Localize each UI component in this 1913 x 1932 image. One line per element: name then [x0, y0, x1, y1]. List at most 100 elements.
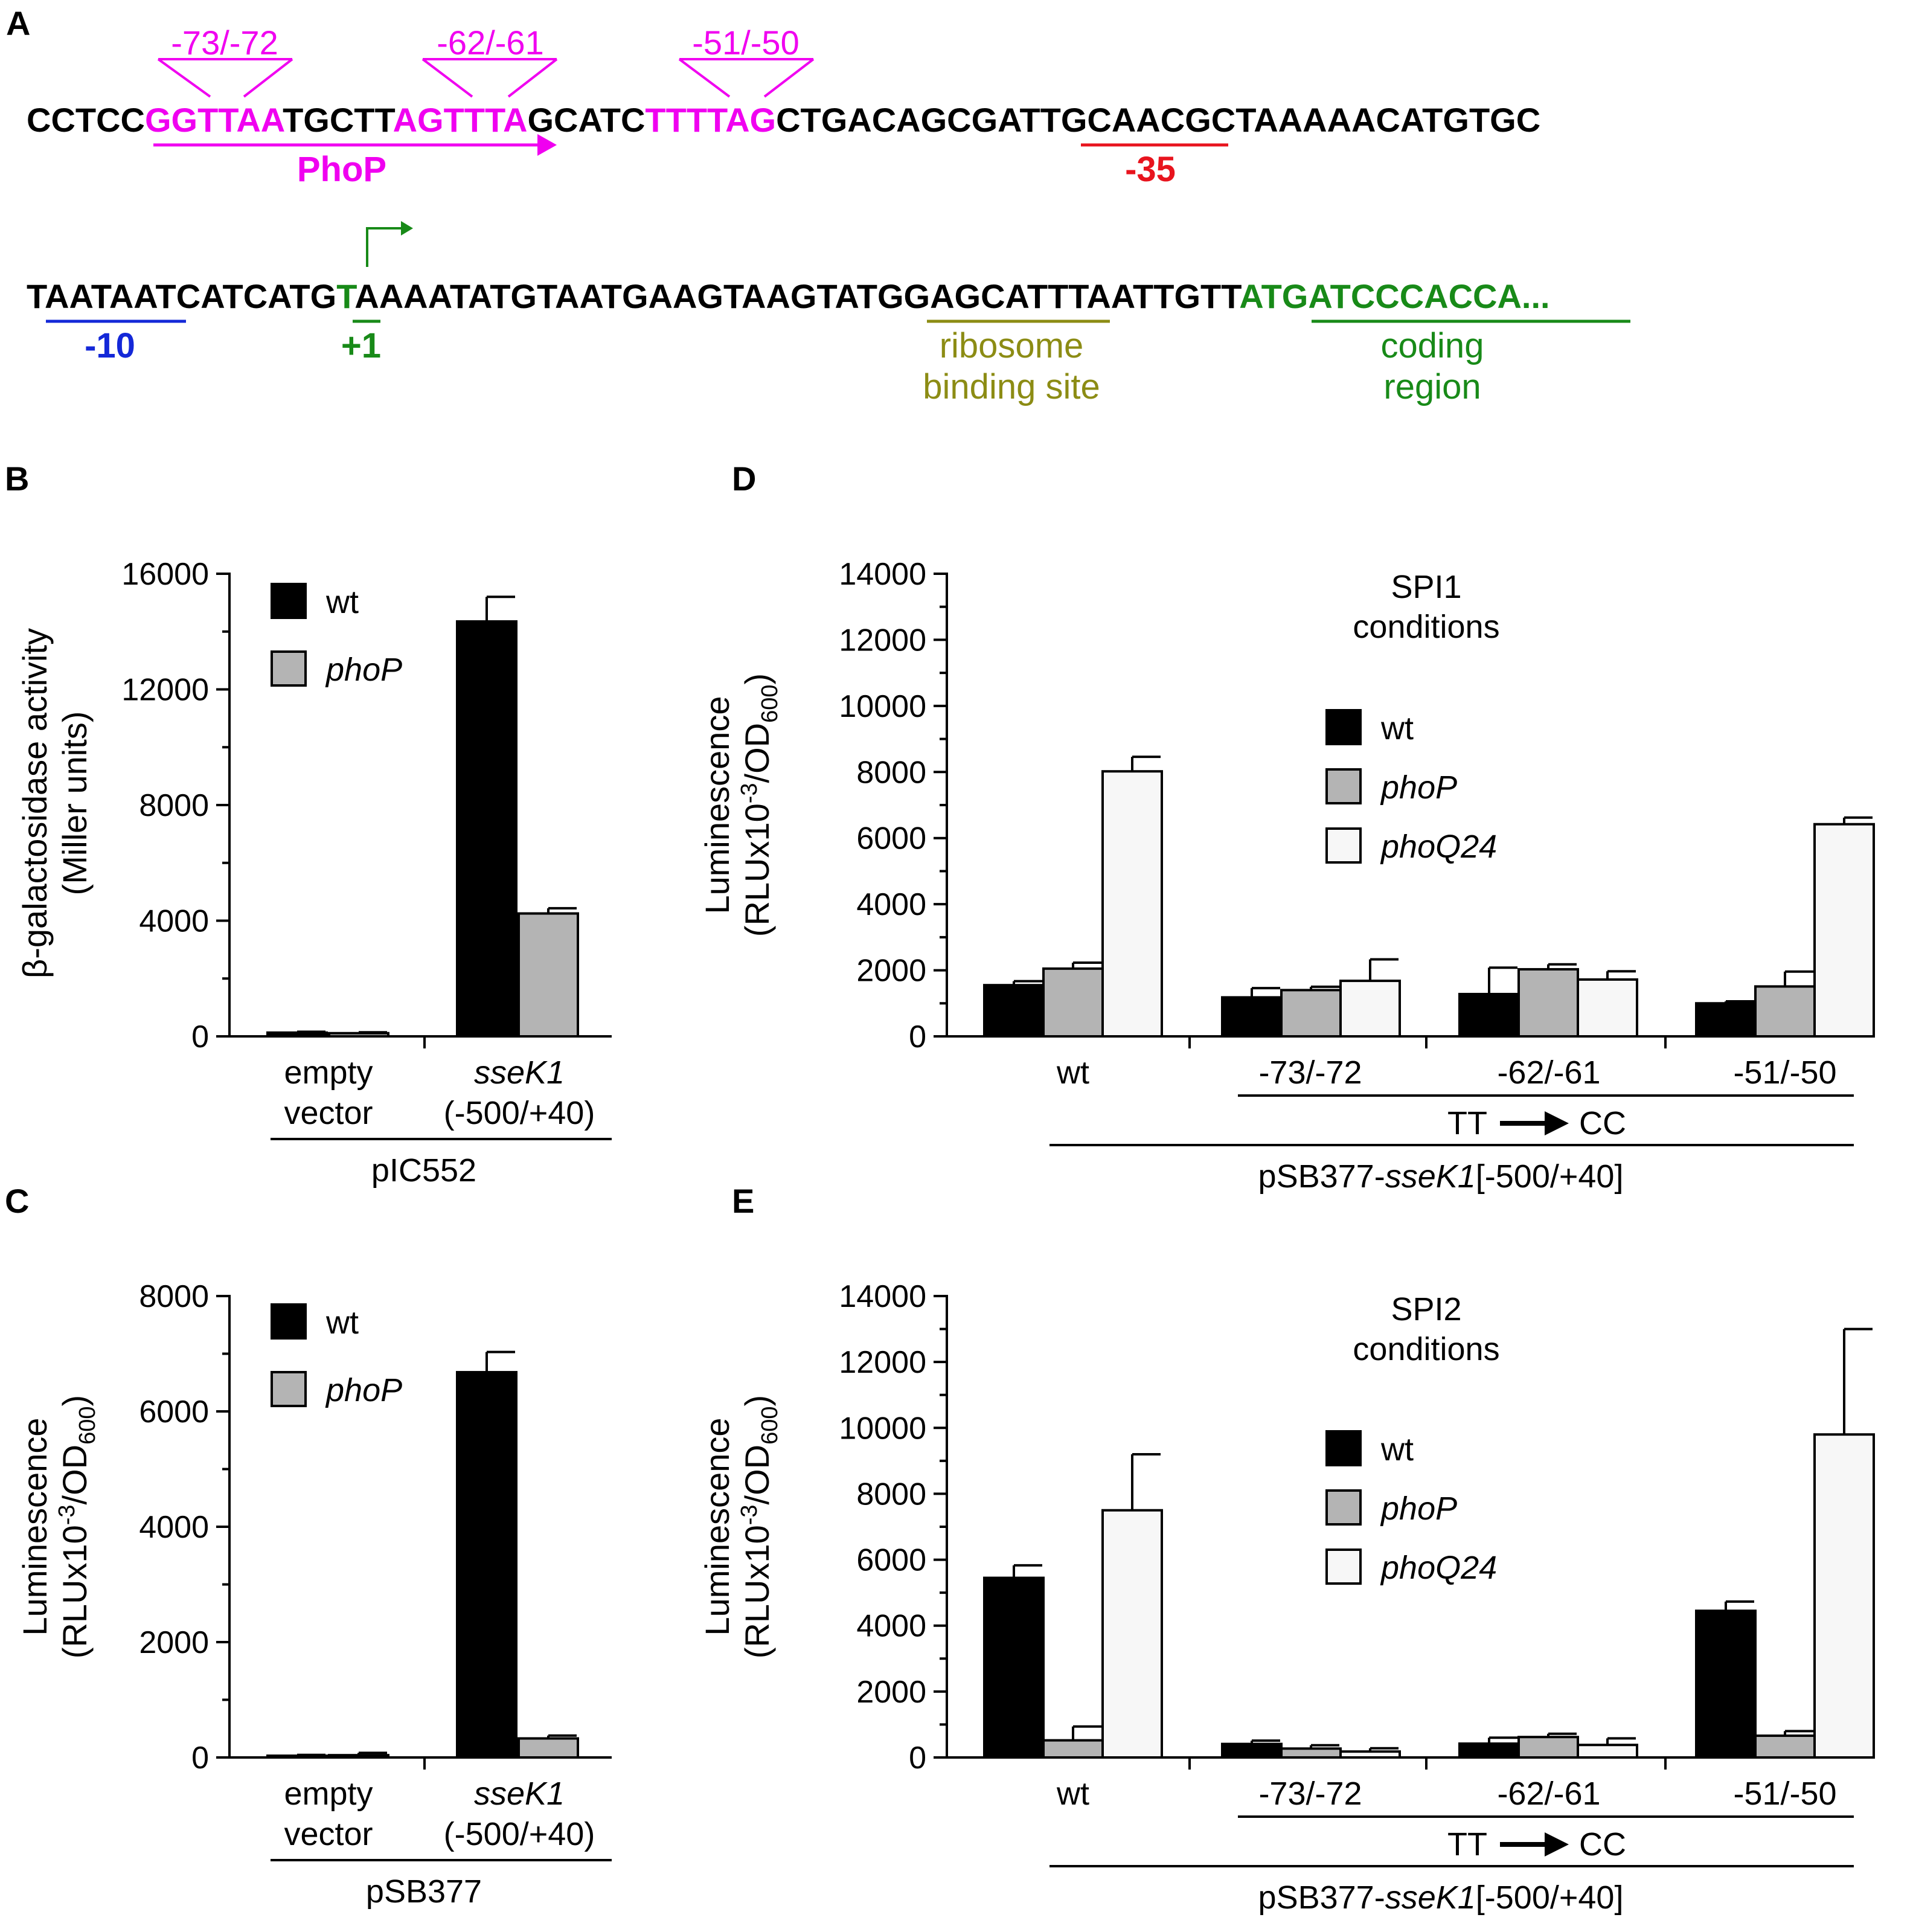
panel-e-mutation-arrowhead: [1545, 1832, 1569, 1857]
panel-d-bar: [983, 984, 1045, 1038]
panel-c-bar: [518, 1737, 579, 1759]
panel-d-ytick-label: 4000: [856, 887, 926, 922]
panel-c-ylabel-line1: Luminescence: [16, 1417, 54, 1635]
tss-arrowhead: [401, 221, 413, 236]
phop-arrowhead: [537, 134, 557, 156]
panel-d-ylabel-line1: Luminescence: [698, 696, 736, 914]
plus1-label: +1: [341, 326, 381, 365]
panel-c-group-label: vector: [284, 1816, 373, 1852]
mutation-brackets: [157, 58, 815, 98]
panel-e-ylabel-line2: (RLUx10-3/OD600): [737, 1395, 783, 1658]
panel-d-legend-label: wt: [1380, 710, 1414, 746]
panel-b-ytick-label: 4000: [139, 904, 209, 939]
panel-d-ytick-label: 0: [909, 1019, 926, 1054]
panel-b-bar: [456, 620, 518, 1038]
panel-d-bar: [1101, 770, 1163, 1038]
panel-e-ytick-label: 0: [909, 1741, 926, 1776]
mutation-label-62: -62/-61: [437, 24, 543, 62]
panel-d-legend-swatch: [1325, 709, 1362, 745]
panel-b-label: B: [5, 460, 29, 498]
panel-e-bar: [1101, 1509, 1163, 1759]
panel-e-bar: [1813, 1433, 1875, 1759]
panel-e-bar: [1280, 1747, 1342, 1759]
panel-d-ylabel-line2: (RLUx10-3/OD600): [737, 673, 783, 937]
panel-b-legend-label: phoP: [325, 652, 402, 688]
panel-d-legend-label: phoP: [1380, 769, 1457, 806]
panel-d-bar: [1221, 996, 1283, 1038]
panel-e-ylabel: Luminescence (RLUx10-3/OD600): [698, 1395, 783, 1658]
panel-c-plasmid-label: pSB377: [366, 1873, 482, 1910]
panel-b-group-label: sseK1: [474, 1054, 565, 1091]
panel-d-bar: [1813, 823, 1875, 1038]
panel-d-legend-label: phoQ24: [1380, 829, 1497, 865]
panel-b-group-label: (-500/+40): [444, 1095, 595, 1131]
sequence-line-2: TAATAATCATCATGTAAAATATGTAATGAAGTAAGTATGG…: [27, 277, 1550, 315]
panel-d-title-line2: conditions: [1353, 609, 1499, 645]
panel-d-ytick-label: 10000: [839, 689, 926, 724]
panel-c-group-label: empty: [284, 1776, 373, 1812]
panel-c-legend-label: wt: [325, 1305, 359, 1341]
panel-d-mutation-to: CC: [1579, 1105, 1626, 1141]
panel-d-chart: D 0 2000 4000 6000 8000 10000 12000 14000 Lumines…: [698, 460, 1875, 1195]
coding-label-2: region: [1383, 367, 1481, 406]
panel-e-bar: [1695, 1609, 1757, 1759]
panel-e-bar: [983, 1576, 1045, 1759]
panel-b-ytick-label: 8000: [139, 788, 209, 823]
panel-e-bar: [1577, 1744, 1638, 1759]
panel-d-bar: [1695, 1002, 1757, 1038]
panel-d-bar: [1458, 992, 1520, 1038]
panel-e-bar: [1517, 1736, 1579, 1759]
minus10-label: -10: [85, 326, 135, 365]
panel-e-ytick-label: 4000: [856, 1609, 926, 1644]
panel-d-mutation-arrowhead: [1545, 1111, 1569, 1135]
panel-c-ytick-label: 2000: [139, 1625, 209, 1660]
panel-c-ylabel-line2: (RLUx10-3/OD600): [54, 1395, 100, 1658]
panel-d-legend-swatch: [1325, 827, 1362, 864]
panel-d-ytick-label: 6000: [856, 821, 926, 856]
panel-c-bar: [456, 1371, 518, 1759]
panel-e-bar: [1754, 1734, 1816, 1759]
panel-d-category-label: -62/-61: [1497, 1054, 1600, 1091]
panel-c-legend-swatch: [271, 1303, 307, 1340]
panel-c-ylabel: Luminescence (RLUx10-3/OD600): [16, 1395, 100, 1658]
panel-e-legend-label: phoQ24: [1380, 1550, 1497, 1586]
panel-e-ytick-label: 14000: [839, 1279, 926, 1314]
panel-a-label: A: [6, 4, 30, 42]
panel-d-category-label: wt: [1056, 1054, 1089, 1091]
panel-b-group-label: vector: [284, 1095, 373, 1131]
panel-e-category-label: -73/-72: [1258, 1776, 1362, 1812]
panel-e-ylabel-line1: Luminescence: [698, 1417, 736, 1635]
panel-c-ytick-label: 4000: [139, 1510, 209, 1545]
panel-e-category-label: -51/-50: [1733, 1776, 1836, 1812]
mutation-label-73: -73/-72: [171, 24, 278, 62]
panel-e-bar: [1221, 1742, 1283, 1759]
panel-c-group-label: sseK1: [474, 1776, 565, 1812]
panel-c-bar: [266, 1754, 328, 1759]
panel-e-category-label: -62/-61: [1497, 1776, 1600, 1812]
panel-e-bar: [1339, 1750, 1401, 1759]
panel-b-ylabel: β-galactosidase activity (Miller units): [16, 628, 94, 978]
panel-d-ylabel: Luminescence (RLUx10-3/OD600): [698, 673, 783, 937]
panel-d-construct-label: pSB377-sseK1[-500/+40]: [1258, 1158, 1624, 1195]
panel-b-ytick-label: 16000: [121, 557, 209, 592]
panel-e-ytick-label: 2000: [856, 1675, 926, 1710]
panel-e-mutation-to: CC: [1579, 1826, 1626, 1863]
panel-c-chart: C 0 2000 4000 6000 8000 empty vector sseK1 (-500/…: [5, 1182, 612, 1910]
panel-d-bar: [1754, 985, 1816, 1038]
tss-arrow: [366, 227, 405, 267]
panel-c-label: C: [5, 1182, 29, 1220]
panel-d-bar: [1280, 989, 1342, 1038]
panel-b-ylabel-line1: β-galactosidase activity: [16, 628, 54, 978]
panel-e-ytick-label: 12000: [839, 1345, 926, 1380]
panel-c-legend-label: phoP: [325, 1372, 402, 1408]
panel-d-bar: [1577, 978, 1638, 1038]
panel-e-title-line1: SPI2: [1391, 1291, 1461, 1327]
panel-b-bar: [328, 1032, 389, 1038]
panel-e-legend-swatch: [1325, 1548, 1362, 1585]
panel-b-legend-swatch: [271, 583, 307, 619]
panel-b-ylabel-line2: (Miller units): [56, 711, 94, 896]
panel-b-bar: [518, 912, 579, 1038]
panel-d-bar: [1517, 968, 1579, 1038]
panel-d-category-label: -51/-50: [1733, 1054, 1836, 1091]
